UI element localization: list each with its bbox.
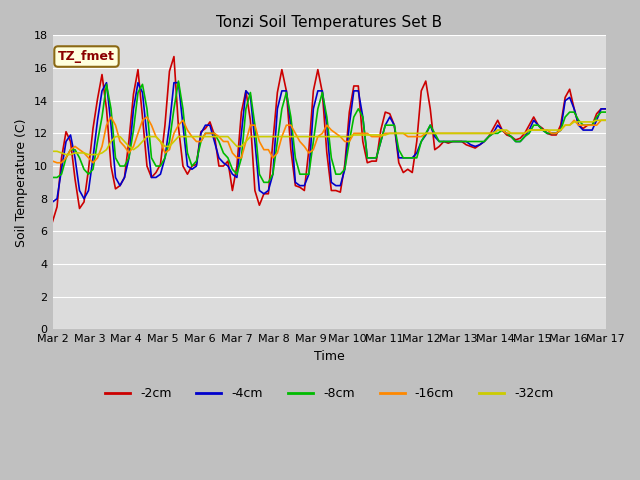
- X-axis label: Time: Time: [314, 350, 344, 363]
- Text: TZ_fmet: TZ_fmet: [58, 50, 115, 63]
- Title: Tonzi Soil Temperatures Set B: Tonzi Soil Temperatures Set B: [216, 15, 442, 30]
- Y-axis label: Soil Temperature (C): Soil Temperature (C): [15, 118, 28, 247]
- Legend: -2cm, -4cm, -8cm, -16cm, -32cm: -2cm, -4cm, -8cm, -16cm, -32cm: [100, 383, 558, 406]
